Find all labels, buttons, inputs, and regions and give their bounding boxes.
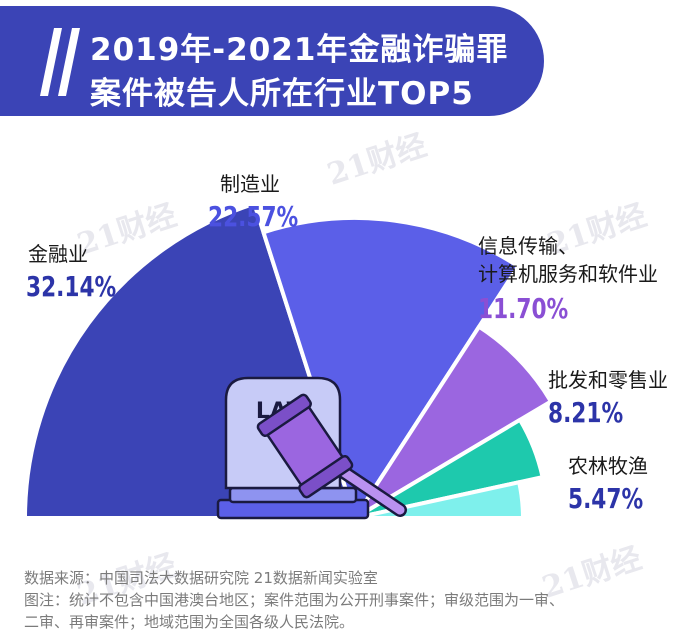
chart-title-line-1: 2019年-2021年金融诈骗罪: [90, 32, 509, 68]
slice-manufacturing: [261, 216, 521, 520]
category-label-it-line-2: 计算机服务和软件业: [478, 262, 658, 286]
category-label-wholesale-retail: 批发和零售业: [548, 368, 668, 392]
value-label-agriculture: 5.47%: [568, 482, 644, 515]
category-label-it-line-1: 信息传输、: [478, 234, 578, 258]
value-label-finance: 32.14%: [26, 270, 117, 303]
gavel-and-law-book-icon: LAW: [216, 376, 407, 520]
value-label-wholesale-retail: 8.21%: [548, 396, 624, 429]
note-text-line-1: 图注：统计不包含中国港澳台地区；案件范围为公开刑事案件；审级范围为一审、: [24, 591, 565, 609]
value-label-manufacturing: 22.57%: [208, 200, 299, 233]
data-source-text: 数据来源：中国司法大数据研究院 21数据新闻实验室: [24, 569, 378, 587]
slash-decoration-icon: [40, 28, 80, 96]
category-label-manufacturing: 制造业: [220, 172, 280, 196]
title-banner: 2019年-2021年金融诈骗罪 案件被告人所在行业TOP5: [0, 6, 544, 116]
note-text-line-2: 二审、再审案件；地域范围为全国各级人民法院。: [24, 613, 355, 631]
value-label-it: 11.70%: [478, 292, 569, 325]
slice-it: [353, 324, 553, 520]
chart-title-line-2: 案件被告人所在行业TOP5: [90, 76, 474, 112]
category-label-agriculture: 农林牧渔: [568, 454, 648, 478]
slice-wholesale-retail: [353, 417, 545, 520]
category-label-finance: 金融业: [28, 242, 88, 266]
